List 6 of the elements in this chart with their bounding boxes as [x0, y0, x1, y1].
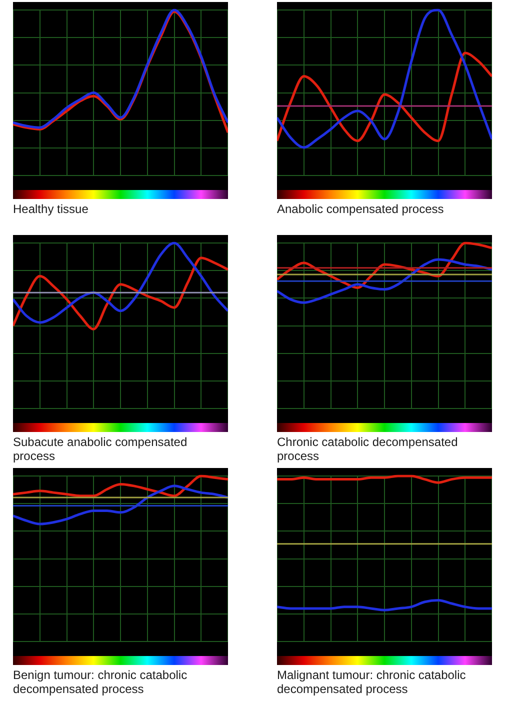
text: Malignant tumour: chronic catabolic decompensated process: [277, 668, 467, 697]
text: Subacute anabolic compensated process: [13, 435, 188, 464]
text: Anabolic compensated process: [277, 202, 445, 218]
text: Chronic catabolic decompensated process: [277, 435, 459, 464]
text: Benign tumour: chronic catabolic decompensated process: [13, 668, 188, 697]
text: Healthy tissue: [13, 202, 90, 218]
